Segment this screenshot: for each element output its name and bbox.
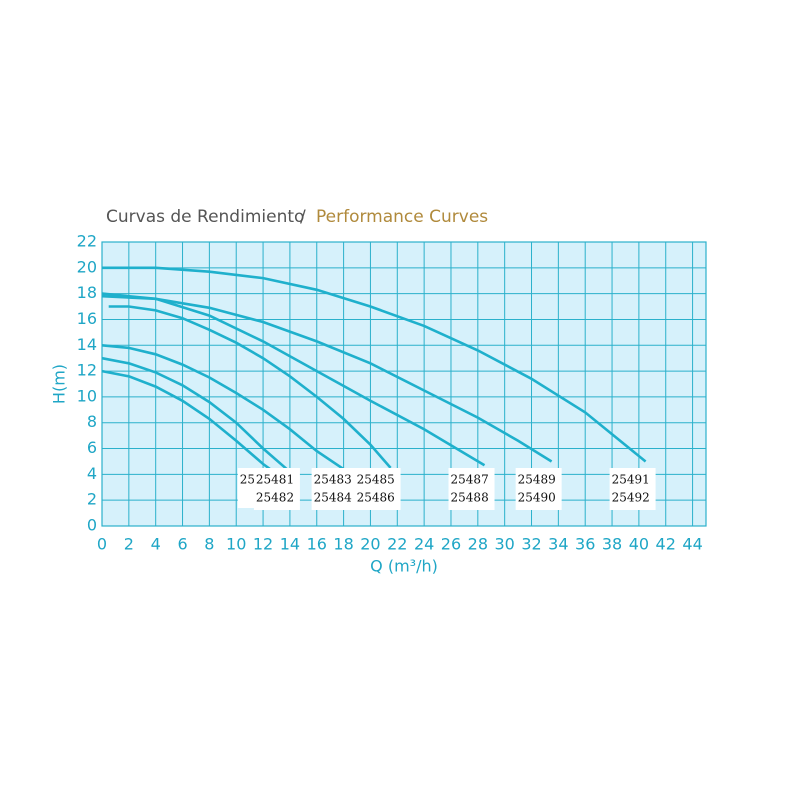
x-tick-label: 24 [414,535,434,554]
label-background [515,468,562,510]
y-tick-label: 12 [77,361,97,380]
y-tick-label: 22 [77,232,97,251]
model-label: 25491 [612,473,650,487]
model-label: 25490 [518,491,556,505]
x-tick-label: 36 [575,535,595,554]
title-separator: / [300,207,306,227]
x-tick-label: 6 [177,535,187,554]
x-tick-label: 4 [151,535,161,554]
model-label: 25492 [612,491,650,505]
model-label: 25486 [357,491,395,505]
x-tick-label: 12 [253,535,273,554]
x-tick-label: 26 [441,535,461,554]
x-tick-label: 20 [360,535,380,554]
y-tick-label: 20 [77,257,97,276]
x-tick-label: 32 [521,535,541,554]
y-tick-label: 14 [77,335,97,354]
model-label: 25483 [314,473,352,487]
label-background [448,468,495,510]
x-tick-label: 14 [280,535,300,554]
x-tick-label: 18 [333,535,353,554]
model-label-box: 25483 25484 [311,468,358,510]
x-tick-label: 8 [204,535,214,554]
x-tick-label: 16 [307,535,327,554]
model-label-box: 25489 25490 [515,468,562,510]
chart-title: Curvas de Rendimiento [106,207,304,227]
model-label: 25489 [518,473,556,487]
plot-background [102,242,706,526]
performance-curve [108,305,392,469]
model-label-box: 25491 25492 [609,468,656,510]
performance-curve [101,369,275,473]
x-tick-label: 10 [226,535,246,554]
x-tick-label: 28 [468,535,488,554]
label-background [253,468,300,510]
x-tick-label: 34 [548,535,568,554]
label-background [354,468,401,510]
x-tick-label: 38 [602,535,622,554]
model-label: 25484 [314,491,353,505]
x-tick-label: 0 [97,535,107,554]
y-tick-label: 18 [77,283,97,302]
x-tick-label: 2 [124,535,134,554]
y-tick-label: 10 [77,386,97,405]
x-tick-label: 40 [629,535,649,554]
plot-border [101,241,707,527]
model-label-box: 25481 25482 [253,468,300,510]
model-label: 25485 [357,473,395,487]
x-axis-label: Q (m³/h) [370,557,438,576]
y-tick-label: 16 [77,309,97,328]
x-tick-label: 22 [387,535,407,554]
x-tick-label: 44 [682,535,702,554]
y-tick-label: 8 [87,412,97,431]
model-label-box: 25487 25488 [448,468,495,510]
x-tick-label: 42 [656,535,676,554]
y-tick-label: 2 [87,490,97,509]
performance-curve [101,344,349,473]
y-tick-label: 4 [87,464,97,483]
label-background [609,468,656,510]
performance-curve [101,294,553,463]
y-tick-label: 6 [87,438,97,457]
label-background [311,468,358,510]
model-label: 25488 [451,491,489,505]
performance-curve [102,266,647,463]
y-axis-label: H(m) [50,364,69,404]
chart-subtitle: Performance Curves [316,207,488,227]
model-label: 25482 [256,491,294,505]
performance-curve [101,356,291,473]
model-label: 25487 [451,473,489,487]
x-tick-label: 30 [494,535,514,554]
model-label: 25481 [256,473,294,487]
model-label-box: 25485 25486 [354,468,401,510]
y-tick-label: 0 [87,516,97,535]
